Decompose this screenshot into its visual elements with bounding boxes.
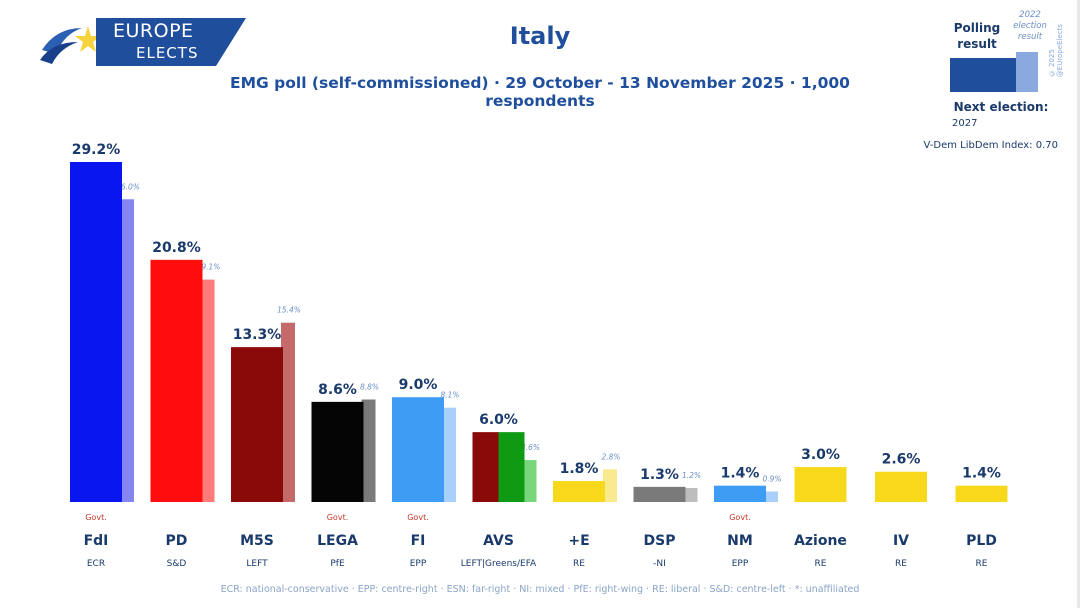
poll-bar-nm (714, 485, 766, 502)
group-legend-footer: ECR: national-conservative · EPP: centre… (220, 584, 860, 595)
previous-value-label: 8.1% (440, 391, 459, 400)
previous-bar-avs (522, 460, 537, 502)
party-group-label: EPP (732, 559, 749, 569)
poll-bar-avs-left (472, 432, 499, 502)
previous-value-label: 15.4% (277, 306, 301, 315)
party-name-label: FI (411, 533, 426, 549)
poll-bar-m5s (231, 347, 283, 502)
previous-value-label: 26.0% (116, 182, 140, 191)
poll-bar-pld (955, 485, 1008, 502)
party-name-label: LEGA (317, 533, 358, 549)
previous-value-label: 1.2% (682, 471, 701, 480)
party-name-label: +E (568, 533, 589, 549)
previous-bar-fdi (120, 199, 134, 503)
govt-marker: Govt. (85, 513, 107, 522)
party-group-label: RE (573, 559, 585, 569)
logo-banner (96, 18, 246, 66)
poll-bar-azione (794, 467, 847, 502)
govt-marker: Govt. (729, 513, 751, 522)
govt-marker: Govt. (327, 513, 349, 522)
legend-poll-swatch (950, 58, 1016, 92)
party-group-label: PfE (330, 559, 345, 569)
previous-value-label: 2.8% (601, 452, 620, 461)
legend-polling-result: Polling result (953, 21, 1001, 51)
poll-subtitle: EMG poll (self-commissioned) · 29 Octobe… (230, 74, 850, 110)
previous-bar-pd (200, 279, 215, 502)
party-group-label: RE (976, 559, 988, 569)
previous-bar-m5s (281, 322, 295, 502)
party-name-label: Azione (794, 533, 847, 549)
previous-value-label: 3.6% (521, 443, 540, 452)
party-group-label: EPP (410, 559, 427, 569)
party-name-label: PLD (966, 533, 997, 549)
party-group-label: RE (895, 559, 907, 569)
right-edge (1077, 0, 1080, 608)
poll-bar-pd (150, 259, 203, 502)
poll-bar-fdi (70, 162, 122, 502)
poll-value-label: 13.3% (233, 327, 282, 343)
poll-value-label: 3.0% (801, 447, 840, 463)
poll-bar-iv (875, 471, 927, 502)
previous-bar-dsp (683, 488, 698, 502)
next-election-label: Next election: (953, 100, 1049, 114)
poll-bar-+e (553, 481, 605, 502)
poll-bar-fi (392, 397, 444, 502)
logo-line-2: ELECTS (136, 44, 199, 62)
page-title: Italy (509, 22, 571, 50)
poll-value-label: 6.0% (479, 412, 518, 428)
party-name-label: NM (727, 533, 753, 549)
party-name-label: FdI (84, 533, 109, 549)
poll-value-label: 1.3% (640, 467, 679, 483)
poll-value-label: 1.8% (560, 461, 599, 477)
previous-value-label: 8.8% (360, 383, 379, 392)
previous-bar-lega (361, 399, 376, 502)
party-name-label: DSP (644, 533, 676, 549)
party-name-label: AVS (483, 533, 514, 549)
party-name-label: IV (893, 533, 909, 549)
legend-previous-swatch (1016, 52, 1038, 92)
poll-value-label: 8.6% (318, 382, 357, 398)
poll-value-label: 1.4% (962, 466, 1001, 482)
poll-bar-dsp (633, 486, 686, 502)
previous-value-label: 0.9% (762, 475, 781, 484)
poll-value-label: 2.6% (882, 452, 921, 468)
poll-value-label: 29.2% (72, 142, 121, 158)
poll-value-label: 20.8% (152, 240, 201, 256)
logo-line-1: EUROPE (113, 20, 194, 42)
party-group-label: ECR (87, 559, 105, 569)
previous-bar-+e (603, 469, 617, 502)
party-group-label: LEFT|Greens/EFA (461, 559, 537, 569)
previous-bar-nm (764, 491, 778, 502)
party-group-label: -NI (653, 559, 666, 569)
poll-value-label: 1.4% (721, 466, 760, 482)
europe-elects-emblem-icon (40, 26, 101, 64)
previous-bar-fi (442, 407, 456, 502)
next-election-year: 2027 (952, 118, 978, 129)
europe-elects-logo: EUROPE ELECTS (38, 18, 248, 66)
legend-previous-result: 2022 election result (1013, 10, 1047, 42)
govt-marker: Govt. (407, 513, 429, 522)
party-group-label: LEFT (246, 559, 268, 569)
vdem-index: V-Dem LibDem Index: 0.70 (923, 140, 1058, 151)
poll-value-label: 9.0% (399, 377, 438, 393)
party-group-label: RE (815, 559, 827, 569)
poll-bar-lega (311, 401, 364, 502)
party-name-label: PD (166, 533, 188, 549)
party-group-label: S&D (167, 559, 187, 569)
previous-value-label: 19.1% (197, 263, 221, 272)
party-name-label: M5S (240, 533, 274, 549)
poll-bar-avs-greens (498, 432, 525, 502)
